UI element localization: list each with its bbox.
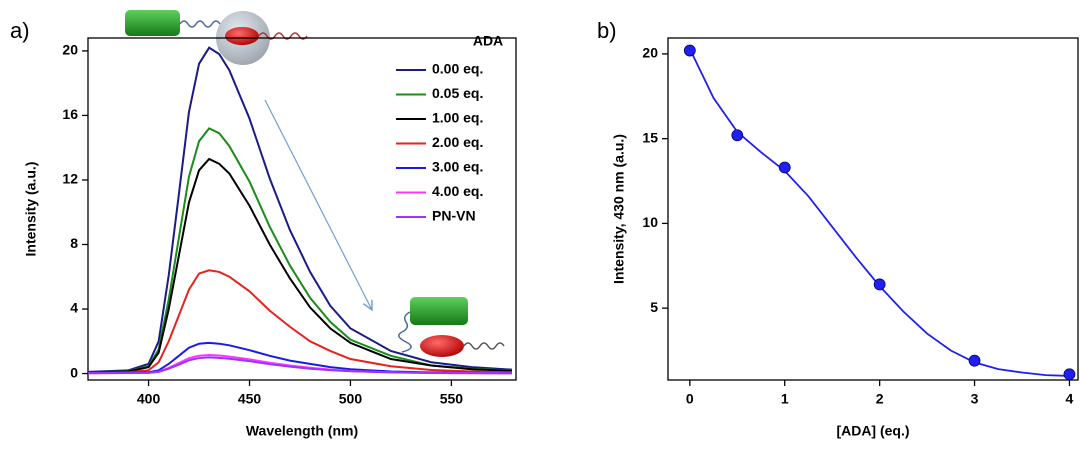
data-point [778, 161, 791, 174]
legend-label: 3.00 eq. [432, 159, 483, 175]
y-tick-label: 10 [642, 214, 658, 230]
y-tick-label: 4 [70, 300, 78, 316]
y-tick-label: 20 [642, 45, 658, 61]
data-point [731, 129, 744, 142]
spectrum-line [87, 269, 512, 374]
spectrum-line [87, 127, 513, 374]
cartoon-bottom [398, 297, 505, 357]
y-tick-label: 20 [62, 42, 78, 58]
plot-frame [667, 37, 1079, 381]
y-tick-label: 8 [70, 235, 78, 251]
cartoon-top [125, 10, 308, 65]
legend-label: 4.00 eq. [432, 183, 483, 199]
x-tick-label: 4 [1066, 391, 1074, 407]
y-axis-label: Intensity, 430 nm (a.u.) [611, 134, 627, 284]
x-tick-label: 1 [781, 391, 789, 407]
x-axis-label: Wavelength (nm) [246, 423, 358, 439]
plot-frame [87, 37, 517, 381]
x-tick-label: 0 [686, 391, 694, 407]
x-tick-label: 400 [137, 391, 161, 407]
legend-label: 0.00 eq. [432, 61, 483, 77]
y-tick-label: 16 [62, 106, 78, 122]
y-axis-label: Intensity (a.u.) [23, 162, 39, 257]
legend-label: PN-VN [432, 208, 476, 224]
spectrum-line [87, 46, 513, 373]
spectrum-line [87, 157, 513, 374]
y-tick-label: 15 [642, 129, 658, 145]
y-tick-label: 0 [70, 364, 78, 380]
legend-label: 1.00 eq. [432, 110, 483, 126]
x-tick-label: 450 [238, 391, 262, 407]
legend-label: 2.00 eq. [432, 134, 483, 150]
legend-label: 0.05 eq. [432, 85, 483, 101]
panel-label: a) [10, 18, 30, 43]
y-tick-label: 12 [62, 171, 78, 187]
data-point [873, 278, 886, 291]
x-tick-label: 550 [440, 391, 464, 407]
legend-title: ADA [473, 33, 503, 49]
spectrum-line [87, 341, 512, 375]
arrow [264, 99, 372, 310]
x-axis-label: [ADA] (eq.) [836, 423, 909, 439]
panel-label: b) [597, 18, 617, 43]
x-tick-label: 2 [876, 391, 884, 407]
x-tick-label: 3 [971, 391, 979, 407]
data-point [968, 354, 981, 367]
data-point [683, 44, 696, 57]
x-tick-label: 500 [339, 391, 363, 407]
y-tick-label: 5 [650, 299, 658, 315]
data-point [1063, 368, 1076, 381]
spectrum-line [87, 356, 512, 375]
fit-line [689, 48, 1070, 377]
